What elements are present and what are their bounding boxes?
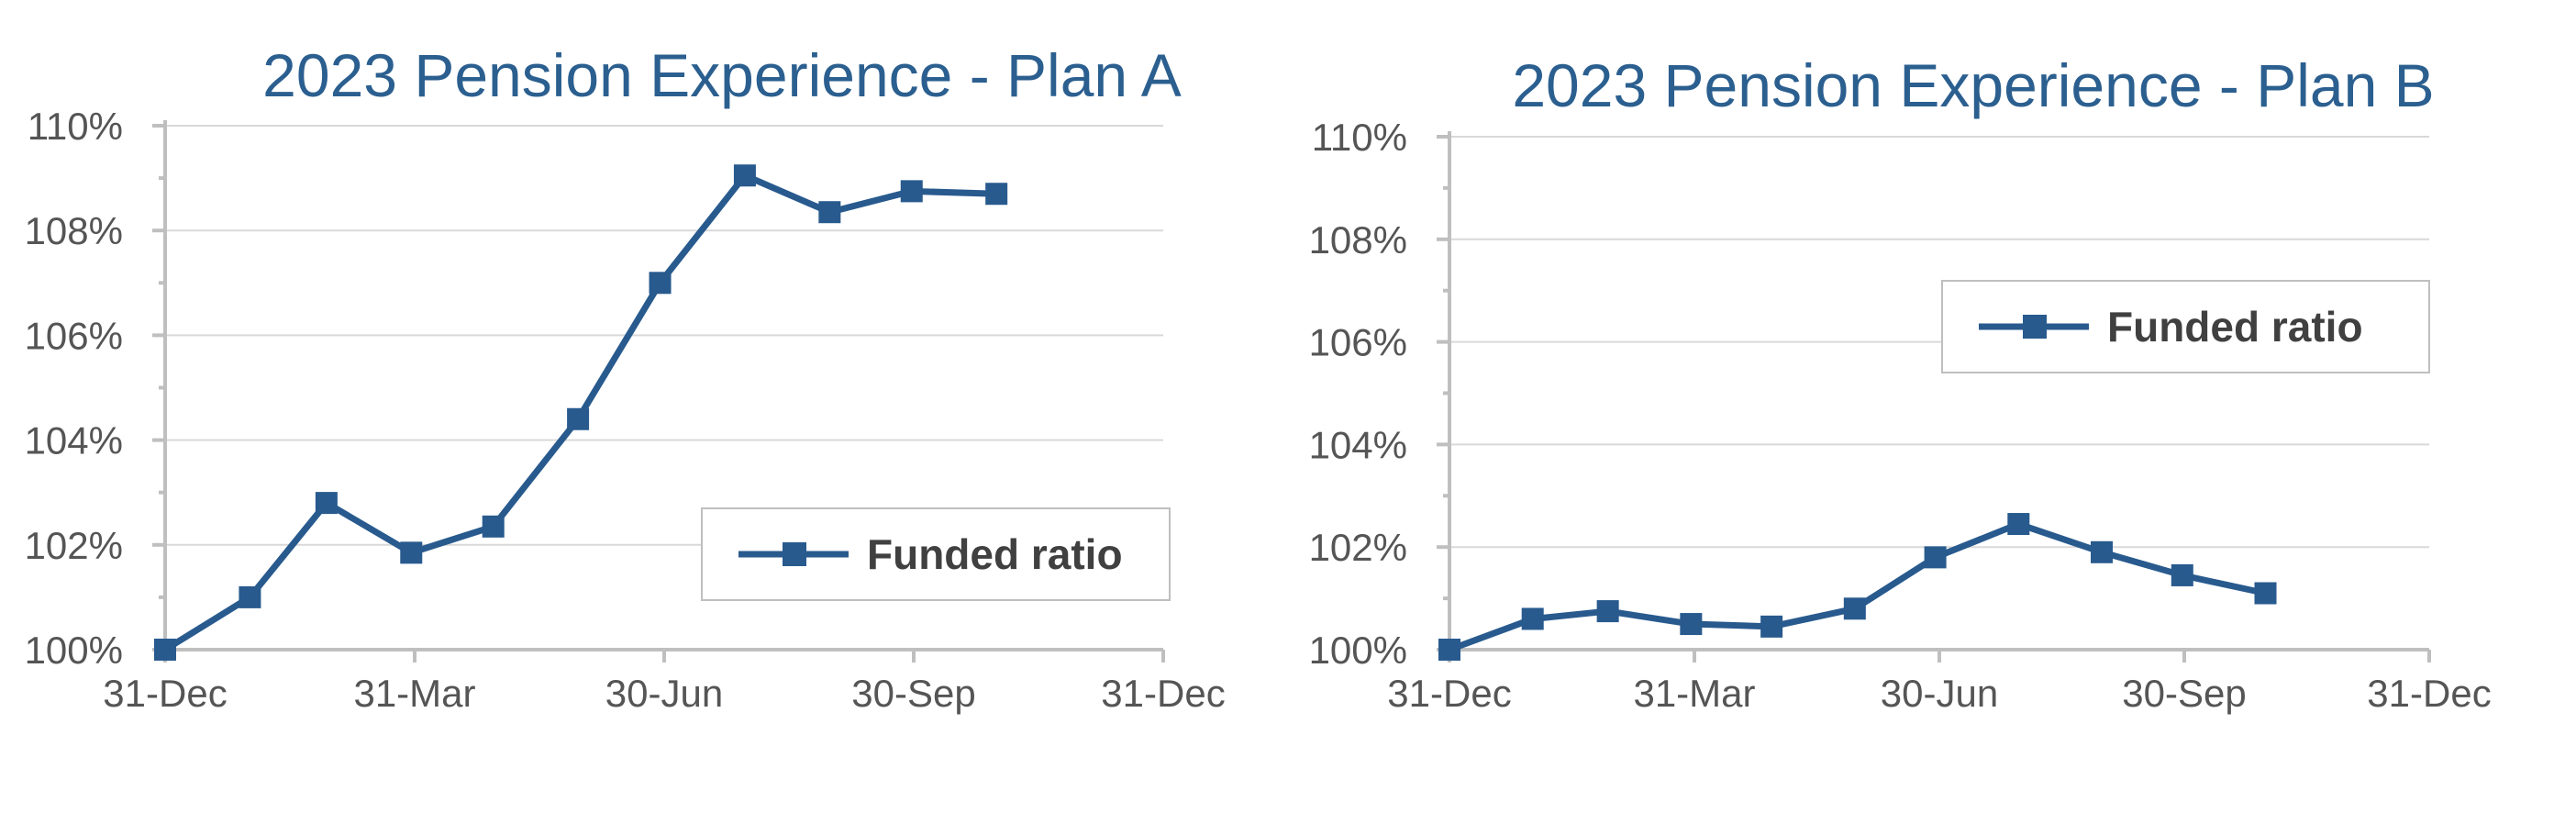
data-point xyxy=(482,515,505,538)
data-point xyxy=(1760,615,1783,638)
data-point xyxy=(2007,513,2030,536)
chart-plan-a: 2023 Pension Experience - Plan A 100% 102… xyxy=(25,41,1226,715)
x-tick-label: 31-Dec xyxy=(103,672,227,715)
y-tick-label: 106% xyxy=(25,314,123,357)
legend-marker-swatch xyxy=(2023,315,2047,339)
y-tick-label: 108% xyxy=(25,209,123,252)
data-point xyxy=(567,407,590,430)
data-point xyxy=(2091,540,2114,563)
y-tick-label: 100% xyxy=(1309,629,1407,672)
legend-plan-b: Funded ratio xyxy=(1941,280,2430,373)
y-tick-label: 104% xyxy=(25,419,123,462)
data-point xyxy=(2254,582,2277,605)
data-point xyxy=(239,585,261,608)
y-tick-label: 104% xyxy=(1309,423,1407,466)
y-tick-label: 110% xyxy=(28,105,123,148)
y-tick-label: 100% xyxy=(25,629,123,672)
chart-plan-b: 2023 Pension Experience - Plan B 100% 102… xyxy=(1309,51,2492,715)
data-point xyxy=(1438,639,1460,661)
x-tick-label: 31-Dec xyxy=(2367,672,2491,715)
x-tick-label: 31-Mar xyxy=(353,672,475,715)
data-point xyxy=(154,639,176,661)
x-tick-label: 31-Mar xyxy=(1633,672,1755,715)
legend-marker-swatch xyxy=(783,542,806,566)
chart-title-plan-b: 2023 Pension Experience - Plan B xyxy=(1512,51,2434,119)
y-tick-label: 110% xyxy=(1312,116,1407,159)
data-point xyxy=(818,201,841,224)
y-tick-label: 102% xyxy=(1309,526,1407,569)
x-tick-label: 30-Sep xyxy=(2122,672,2246,715)
y-tick-label: 108% xyxy=(1309,218,1407,262)
data-point xyxy=(2171,563,2193,586)
data-point xyxy=(985,183,1008,206)
series-line-plan-b xyxy=(1448,520,2267,653)
chart-title-plan-a: 2023 Pension Experience - Plan A xyxy=(262,41,1182,109)
data-point xyxy=(1596,600,1619,623)
x-tick-label: 31-Dec xyxy=(1387,672,1511,715)
data-point xyxy=(1680,613,1703,636)
x-tick-label: 30-Jun xyxy=(1881,672,1998,715)
data-point xyxy=(733,164,756,187)
y-tick-label: 106% xyxy=(1309,321,1407,364)
data-point xyxy=(1843,597,1866,620)
y-tick-label: 102% xyxy=(25,524,123,567)
legend-label: Funded ratio xyxy=(867,530,1123,578)
data-point xyxy=(900,180,923,203)
data-point xyxy=(400,541,423,564)
data-point xyxy=(1521,607,1544,630)
data-point xyxy=(1924,546,1947,569)
x-tick-label: 31-Dec xyxy=(1101,672,1225,715)
legend-plan-a: Funded ratio xyxy=(701,507,1171,601)
x-tick-label: 30-Sep xyxy=(851,672,975,715)
data-point xyxy=(649,272,672,295)
x-tick-label: 30-Jun xyxy=(605,672,723,715)
data-point xyxy=(315,492,338,515)
legend-label: Funded ratio xyxy=(2107,303,2363,351)
